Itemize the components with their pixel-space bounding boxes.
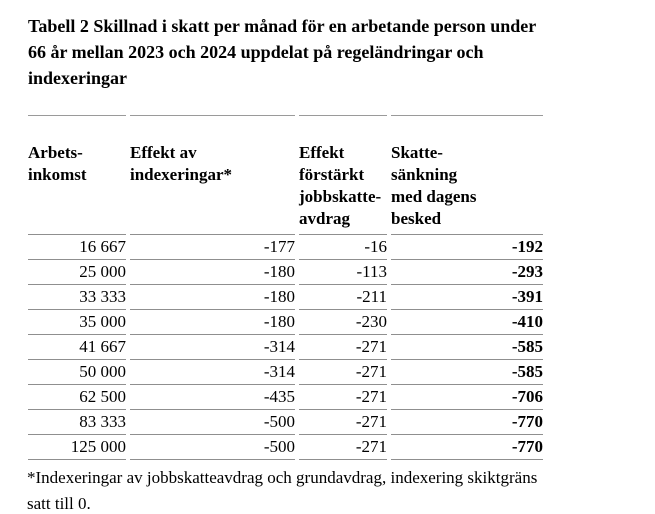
cell-indexation: -180 bbox=[130, 285, 295, 310]
table-row: 41 667 -314 -271 -585 bbox=[28, 335, 543, 360]
table-row: 50 000 -314 -271 -585 bbox=[28, 360, 543, 385]
table-row: 35 000 -180 -230 -410 bbox=[28, 310, 543, 335]
cell-income: 25 000 bbox=[28, 260, 126, 285]
cell-indexation: -435 bbox=[130, 385, 295, 410]
table-row: 83 333 -500 -271 -770 bbox=[28, 410, 543, 435]
cell-jobtax: -271 bbox=[299, 385, 387, 410]
cell-total: -585 bbox=[391, 360, 543, 385]
tax-table: Arbets- inkomst Effekt av indexeringar* … bbox=[24, 115, 547, 460]
cell-total: -770 bbox=[391, 435, 543, 460]
header-income: Arbets- inkomst bbox=[28, 115, 126, 235]
cell-total: -192 bbox=[391, 235, 543, 260]
cell-jobtax: -211 bbox=[299, 285, 387, 310]
cell-indexation: -500 bbox=[130, 410, 295, 435]
cell-jobtax: -271 bbox=[299, 360, 387, 385]
table-row: 62 500 -435 -271 -706 bbox=[28, 385, 543, 410]
table-row: 16 667 -177 -16 -192 bbox=[28, 235, 543, 260]
cell-total: -770 bbox=[391, 410, 543, 435]
cell-jobtax: -230 bbox=[299, 310, 387, 335]
table-row: 33 333 -180 -211 -391 bbox=[28, 285, 543, 310]
header-jobtax-effect: Effekt förstärkt jobbskatte- avdrag bbox=[299, 115, 387, 235]
cell-income: 50 000 bbox=[28, 360, 126, 385]
cell-income: 35 000 bbox=[28, 310, 126, 335]
cell-income: 125 000 bbox=[28, 435, 126, 460]
cell-jobtax: -113 bbox=[299, 260, 387, 285]
cell-income: 33 333 bbox=[28, 285, 126, 310]
cell-total: -585 bbox=[391, 335, 543, 360]
cell-jobtax: -271 bbox=[299, 435, 387, 460]
cell-jobtax: -271 bbox=[299, 410, 387, 435]
cell-income: 83 333 bbox=[28, 410, 126, 435]
cell-jobtax: -271 bbox=[299, 335, 387, 360]
cell-indexation: -177 bbox=[130, 235, 295, 260]
table-title: Tabell 2 Skillnad i skatt per månad för … bbox=[28, 16, 537, 88]
cell-total: -293 bbox=[391, 260, 543, 285]
cell-indexation: -180 bbox=[130, 260, 295, 285]
cell-total: -391 bbox=[391, 285, 543, 310]
header-indexation-effect: Effekt av indexeringar* bbox=[130, 115, 295, 235]
cell-total: -706 bbox=[391, 385, 543, 410]
tax-table-grid: Arbets- inkomst Effekt av indexeringar* … bbox=[24, 115, 547, 460]
cell-income: 41 667 bbox=[28, 335, 126, 360]
cell-income: 16 667 bbox=[28, 235, 126, 260]
cell-total: -410 bbox=[391, 310, 543, 335]
cell-income: 62 500 bbox=[28, 385, 126, 410]
table-row: 125 000 -500 -271 -770 bbox=[28, 435, 543, 460]
table-row: 25 000 -180 -113 -293 bbox=[28, 260, 543, 285]
cell-indexation: -314 bbox=[130, 360, 295, 385]
table-header-row: Arbets- inkomst Effekt av indexeringar* … bbox=[28, 115, 543, 235]
table-footnote: *Indexeringar av jobbskatteavdrag och gr… bbox=[27, 468, 538, 513]
cell-indexation: -180 bbox=[130, 310, 295, 335]
cell-indexation: -500 bbox=[130, 435, 295, 460]
cell-jobtax: -16 bbox=[299, 235, 387, 260]
cell-indexation: -314 bbox=[130, 335, 295, 360]
header-total-tax-cut: Skatte- sänkning med dagens besked bbox=[391, 115, 543, 235]
